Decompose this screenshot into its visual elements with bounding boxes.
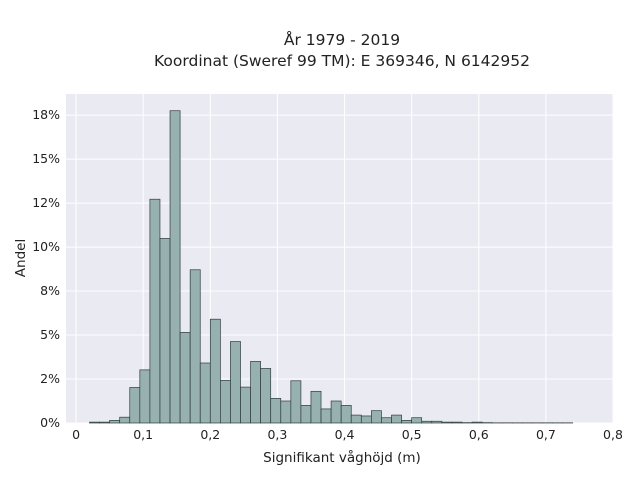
y-tick-label: 10% — [32, 239, 60, 254]
histogram-bar — [149, 198, 161, 424]
x-tick-label: 0,8 — [603, 427, 623, 442]
histogram-bar — [240, 386, 251, 424]
histogram-bar — [270, 398, 282, 424]
histogram-bar — [391, 414, 402, 424]
y-axis-label: Andel — [13, 239, 29, 277]
x-tick-label: 0,2 — [200, 427, 220, 442]
x-tick-label: 0,5 — [402, 427, 422, 442]
x-tick-label: 0,6 — [469, 427, 489, 442]
histogram-bar — [411, 417, 423, 424]
histogram-bar — [109, 420, 121, 424]
histogram-bar — [310, 390, 322, 424]
histogram-bar — [129, 387, 141, 424]
histogram-bar — [250, 361, 261, 424]
histogram-bar — [209, 318, 221, 424]
histogram-bar — [119, 416, 131, 424]
histogram-bar — [401, 420, 413, 424]
x-axis-ticks: 0 0,1 0,2 0,3 0,4 0,5 0,6 0,7 0,8 — [72, 427, 623, 442]
y-axis-ticks: 0% 2% 5% 8% 10% 12% 15% 18% — [32, 107, 60, 430]
histogram-bar — [189, 269, 201, 424]
y-tick-label: 5% — [40, 327, 60, 342]
y-tick-label: 2% — [40, 371, 60, 386]
y-tick-label: 8% — [40, 283, 60, 298]
x-axis-label: Signifikant våghöjd (m) — [263, 449, 421, 466]
histogram-bar — [471, 421, 483, 424]
histogram-bar — [199, 362, 211, 424]
histogram-bar — [99, 421, 110, 424]
histogram-bar — [230, 341, 241, 424]
histogram-bar — [159, 238, 171, 424]
histogram-bar — [441, 421, 453, 424]
histogram-bars — [89, 110, 574, 424]
histogram-bar — [260, 368, 272, 424]
histogram-bar — [431, 420, 443, 424]
x-tick-label: 0,1 — [133, 427, 153, 442]
histogram-bar — [330, 400, 342, 424]
y-tick-label: 15% — [32, 151, 60, 166]
histogram-bar — [139, 369, 151, 424]
y-tick-label: 18% — [32, 107, 60, 122]
chart-title-line-2: Koordinat (Sweref 99 TM): E 369346, N 61… — [154, 52, 530, 70]
histogram-bar — [340, 405, 352, 424]
x-tick-label: 0,4 — [335, 427, 355, 442]
x-tick-label: 0,7 — [536, 427, 556, 442]
histogram-bar — [179, 332, 191, 424]
histogram-bar — [421, 420, 433, 424]
x-tick-label: 0 — [72, 427, 80, 442]
histogram-bar — [290, 380, 302, 424]
y-tick-label: 0% — [40, 415, 60, 430]
x-tick-label: 0,3 — [267, 427, 287, 442]
histogram-bar — [371, 410, 382, 424]
histogram-bar — [350, 414, 362, 424]
y-tick-label: 12% — [32, 195, 60, 210]
histogram-bar — [360, 415, 372, 424]
histogram-bar — [451, 421, 463, 424]
histogram-bar — [169, 110, 181, 424]
histogram-bar — [381, 417, 392, 424]
histogram-bar — [89, 421, 100, 424]
histogram-bar — [220, 380, 231, 424]
histogram-bar — [280, 400, 292, 424]
histogram-bar — [320, 408, 332, 424]
chart-title-line-1: År 1979 - 2019 — [284, 30, 400, 49]
histogram-bar — [300, 405, 312, 424]
